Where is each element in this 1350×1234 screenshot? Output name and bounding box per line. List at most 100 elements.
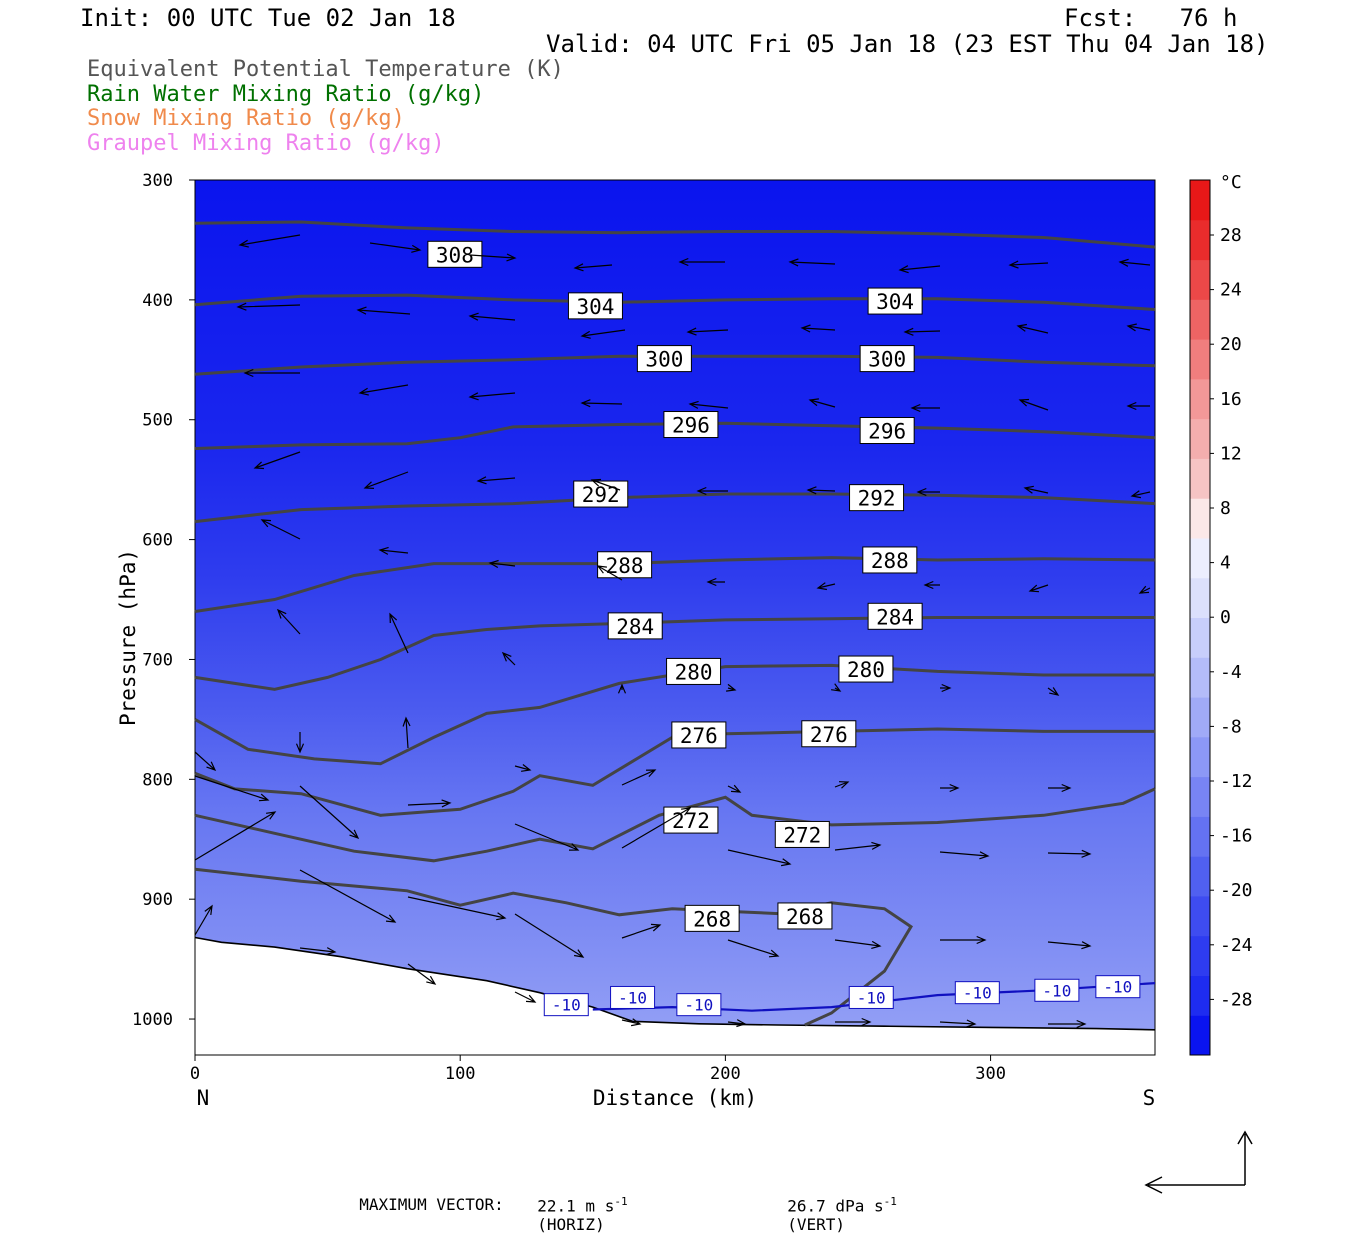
wind-vector <box>1047 849 1092 858</box>
colorbar-label: 28 <box>1220 225 1242 246</box>
wind-vector <box>194 751 217 772</box>
isotherm-label-box <box>1034 978 1080 1002</box>
colorbar-swatch <box>1190 736 1210 778</box>
theta-e-label: 272 <box>672 809 710 833</box>
colorbar-label: -8 <box>1220 716 1242 737</box>
theta-e-label: 300 <box>645 348 683 372</box>
wind-vector <box>402 716 411 749</box>
wind-vector <box>194 904 213 936</box>
wind-vector <box>727 784 742 793</box>
colorbar-label: -16 <box>1220 826 1253 847</box>
wind-vector <box>514 991 537 1003</box>
theta-e-label-box <box>597 551 653 579</box>
colorbar-label: -20 <box>1220 880 1253 901</box>
wind-vector <box>831 683 842 692</box>
wind-vector <box>923 580 940 590</box>
wind-vector <box>358 384 409 396</box>
wind-vector <box>621 923 662 939</box>
wind-vector <box>1028 584 1049 593</box>
wind-vector <box>299 785 360 840</box>
wind-vector <box>363 471 409 489</box>
theta-e-label: 268 <box>693 907 731 931</box>
theta-e-contour-276 <box>194 727 1155 817</box>
colorbar-swatch <box>1190 219 1210 261</box>
vert-exponent: -1 <box>883 1195 897 1208</box>
wind-vector <box>617 683 627 694</box>
horiz-tag: (HORIZ) <box>537 1215 605 1234</box>
y-tick-label: 600 <box>142 531 173 551</box>
wind-vector <box>726 683 737 692</box>
wind-vector <box>407 799 452 808</box>
wind-vector <box>378 546 409 555</box>
isotherm-label-box <box>848 985 894 1009</box>
wind-vector <box>834 939 882 949</box>
field-label-snow: Snow Mixing Ratio (g/kg) <box>87 106 405 131</box>
isotherm-label: -10 <box>1103 978 1132 997</box>
isotherm-label: -10 <box>618 988 647 1007</box>
colorbar-swatch <box>1190 816 1210 857</box>
colorbar-swatch <box>1190 418 1210 459</box>
colorbar-swatch <box>1190 776 1210 817</box>
x-end-label-north: N <box>197 1086 210 1110</box>
colorbar-swatch <box>1190 1015 1210 1056</box>
isotherm-label-box <box>954 981 1000 1005</box>
colorbar-label: 12 <box>1220 443 1242 464</box>
theta-e-label-box <box>663 806 719 834</box>
wind-vector <box>295 732 305 754</box>
vert-value: 26.7 dPa s <box>787 1196 884 1216</box>
wind-vector <box>488 559 516 569</box>
theta-e-label-box <box>838 655 894 683</box>
wind-vector <box>468 312 516 321</box>
wind-vector <box>596 565 623 581</box>
colorbar-swatch <box>1190 259 1210 300</box>
theta-e-label: 268 <box>786 905 824 929</box>
colorbar-swatch <box>1190 895 1210 937</box>
wind-vector <box>407 963 437 985</box>
theta-e-contour-284 <box>194 616 1155 691</box>
theta-e-label-box <box>607 612 663 640</box>
colorbar-label: 24 <box>1220 280 1242 301</box>
theta-e-label: 308 <box>436 243 474 267</box>
theta-e-label-box <box>849 484 905 512</box>
theta-e-label: 272 <box>783 823 821 847</box>
theta-e-contour-308 <box>194 220 1156 249</box>
theta-e-label-box <box>774 820 830 848</box>
wind-vector <box>910 403 940 413</box>
wind-vector <box>939 1019 977 1028</box>
theta-e-label-box <box>573 480 629 508</box>
wind-vector <box>276 608 301 635</box>
isotherm-label: -10 <box>963 984 992 1003</box>
wind-vector <box>580 399 623 408</box>
wind-vector <box>299 947 337 956</box>
wind-vector <box>621 807 692 849</box>
colorbar-swatch <box>1190 339 1210 380</box>
max-horiz-vector: 22.1 m s-1 (HORIZ) <box>518 1176 627 1234</box>
theta-e-label-box <box>671 721 727 749</box>
wind-vector <box>727 939 780 958</box>
init-time: Init: 00 UTC Tue 02 Jan 18 <box>80 4 456 32</box>
wind-vector <box>816 582 836 591</box>
wind-vector <box>1048 783 1072 793</box>
colorbar-label: -4 <box>1220 662 1242 683</box>
colorbar-swatch <box>1190 697 1210 738</box>
wind-vector <box>514 913 585 958</box>
theta-e-label-box <box>427 240 483 268</box>
y-tick-label: 1000 <box>132 1010 173 1030</box>
theta-e-contour-304 <box>194 293 1156 311</box>
theta-e-label: 296 <box>868 420 906 444</box>
isotherm-label-box <box>610 985 656 1009</box>
x-tick-label: 0 <box>190 1064 200 1084</box>
theta-e-label-box <box>663 411 719 439</box>
wind-vector <box>260 519 301 540</box>
theta-e-contour-280 <box>194 663 1155 766</box>
valid-time: Valid: 04 UTC Fri 05 Jan 18 (23 EST Thu … <box>546 30 1269 58</box>
field-label-graupel: Graupel Mixing Ratio (g/kg) <box>87 131 445 156</box>
colorbar-label: 16 <box>1220 389 1242 410</box>
wind-vector <box>788 258 836 267</box>
x-end-label-south: S <box>1143 1086 1156 1110</box>
y-axis-title: Pressure (hPa) <box>116 549 140 726</box>
theta-e-label-box <box>636 345 692 373</box>
colorbar-swatch <box>1190 299 1210 340</box>
y-tick-label: 300 <box>142 171 173 191</box>
